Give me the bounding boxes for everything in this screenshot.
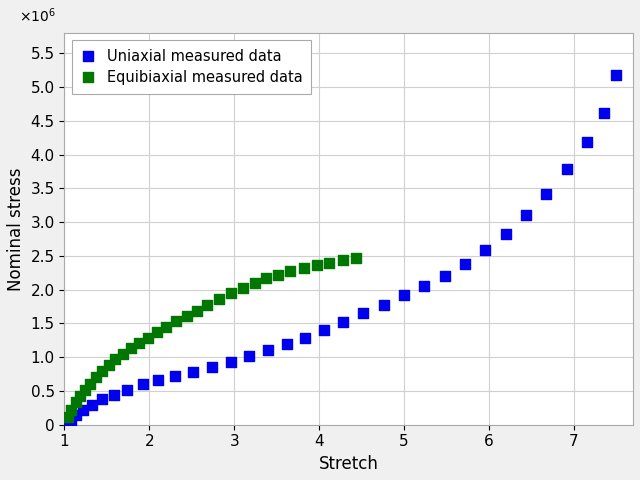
Equibiaxial measured data [273, 271, 284, 278]
Uniaxial measured data [521, 212, 531, 219]
Equibiaxial measured data [338, 256, 348, 264]
Uniaxial measured data [153, 376, 163, 384]
Uniaxial measured data [226, 358, 236, 366]
Equibiaxial measured data [152, 328, 162, 336]
Uniaxial measured data [61, 420, 71, 427]
Equibiaxial measured data [80, 386, 90, 394]
Uniaxial measured data [611, 71, 621, 79]
Uniaxial measured data [378, 300, 388, 308]
Text: $\times 10^6$: $\times 10^6$ [19, 7, 56, 25]
Equibiaxial measured data [351, 254, 361, 262]
Uniaxial measured data [358, 310, 368, 317]
Equibiaxial measured data [97, 368, 107, 375]
X-axis label: Stretch: Stretch [319, 455, 379, 473]
Equibiaxial measured data [118, 350, 128, 358]
Uniaxial measured data [122, 386, 132, 394]
Equibiaxial measured data [91, 373, 101, 381]
Uniaxial measured data [460, 260, 470, 268]
Equibiaxial measured data [172, 318, 182, 325]
Equibiaxial measured data [143, 334, 153, 341]
Equibiaxial measured data [285, 267, 295, 275]
Equibiaxial measured data [110, 355, 120, 363]
Equibiaxial measured data [237, 284, 248, 291]
Uniaxial measured data [599, 109, 609, 117]
Equibiaxial measured data [312, 262, 322, 269]
Uniaxial measured data [282, 340, 292, 348]
Equibiaxial measured data [250, 279, 260, 287]
Uniaxial measured data [319, 326, 329, 334]
Uniaxial measured data [562, 166, 572, 173]
Equibiaxial measured data [299, 264, 309, 272]
Uniaxial measured data [419, 282, 429, 290]
Uniaxial measured data [86, 401, 97, 408]
Equibiaxial measured data [125, 345, 136, 352]
Equibiaxial measured data [85, 380, 95, 387]
Equibiaxial measured data [202, 301, 212, 309]
Equibiaxial measured data [63, 413, 73, 420]
Uniaxial measured data [170, 372, 180, 380]
Equibiaxial measured data [182, 312, 192, 320]
Uniaxial measured data [244, 352, 255, 360]
Equibiaxial measured data [134, 339, 144, 347]
Uniaxial measured data [138, 381, 148, 388]
Uniaxial measured data [541, 190, 552, 198]
Equibiaxial measured data [104, 361, 114, 369]
Uniaxial measured data [71, 411, 81, 419]
Uniaxial measured data [500, 230, 511, 238]
Uniaxial measured data [582, 139, 593, 146]
Equibiaxial measured data [161, 323, 172, 331]
Equibiaxial measured data [75, 392, 85, 399]
Uniaxial measured data [109, 391, 119, 399]
Uniaxial measured data [440, 272, 450, 280]
Uniaxial measured data [78, 406, 88, 414]
Equibiaxial measured data [70, 399, 81, 407]
Uniaxial measured data [66, 416, 76, 424]
Uniaxial measured data [300, 334, 310, 341]
Equibiaxial measured data [66, 406, 76, 414]
Equibiaxial measured data [214, 295, 224, 303]
Equibiaxial measured data [324, 259, 334, 266]
Equibiaxial measured data [226, 289, 236, 297]
Equibiaxial measured data [192, 307, 202, 314]
Uniaxial measured data [480, 247, 490, 254]
Y-axis label: Nominal stress: Nominal stress [7, 167, 25, 290]
Legend: Uniaxial measured data, Equibiaxial measured data: Uniaxial measured data, Equibiaxial meas… [72, 40, 311, 94]
Uniaxial measured data [399, 291, 409, 299]
Uniaxial measured data [263, 347, 273, 354]
Uniaxial measured data [338, 318, 348, 326]
Equibiaxial measured data [261, 275, 271, 282]
Uniaxial measured data [97, 395, 107, 403]
Uniaxial measured data [207, 363, 217, 371]
Uniaxial measured data [188, 368, 198, 376]
